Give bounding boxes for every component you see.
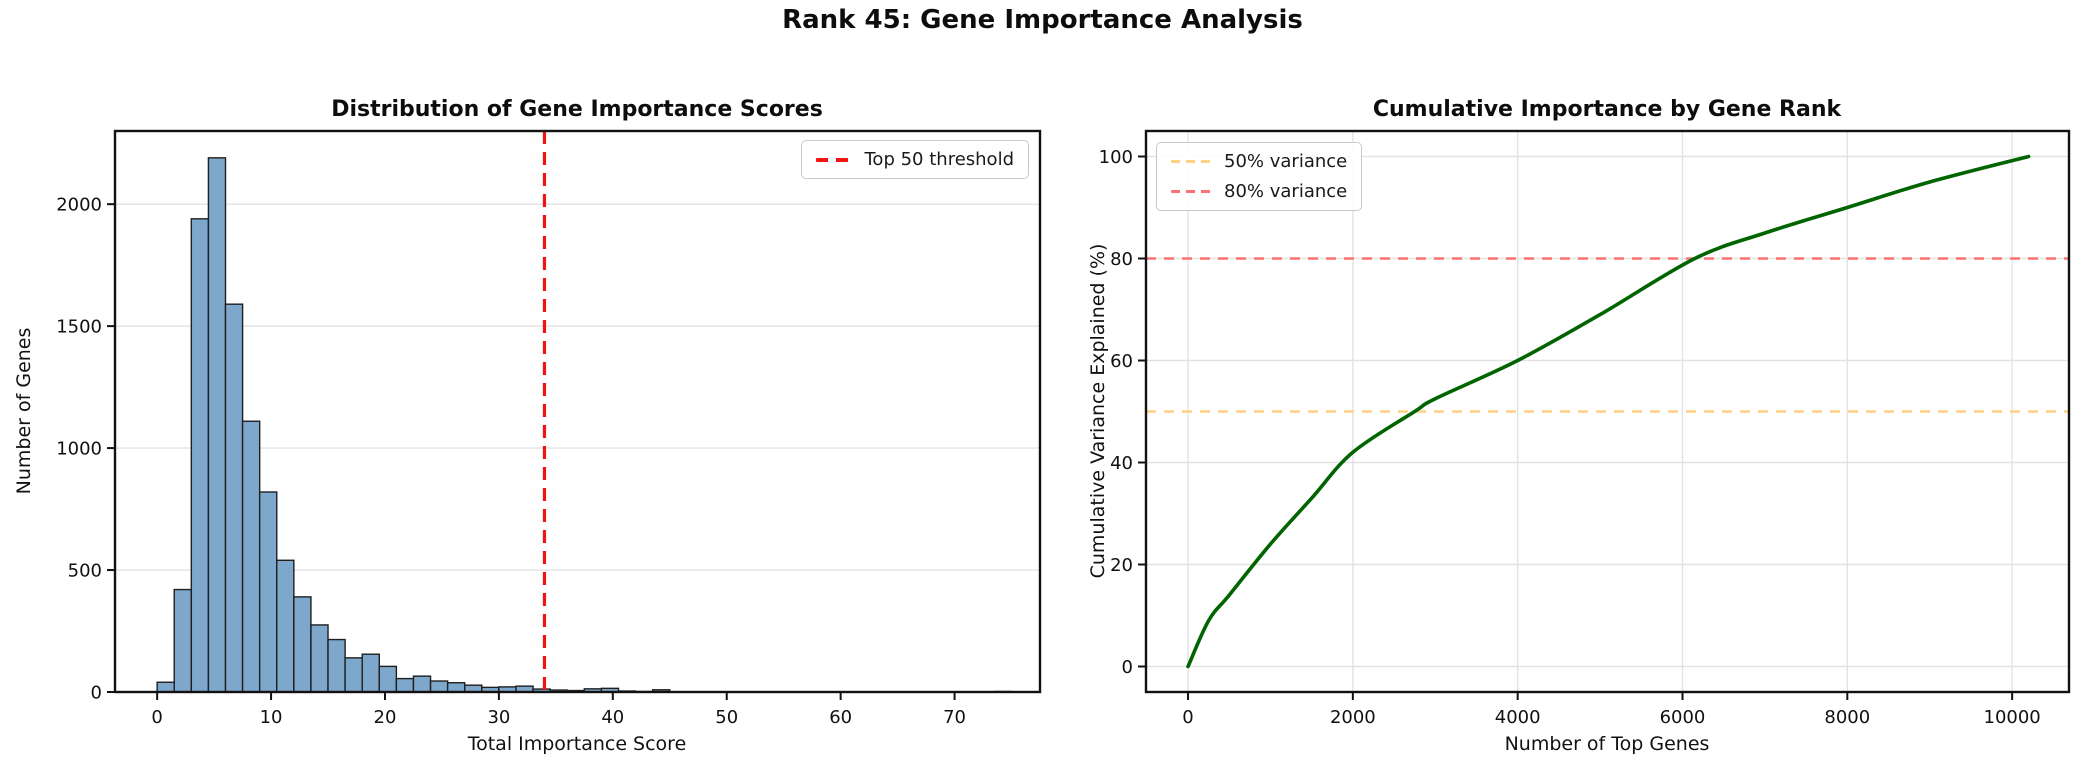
histogram-legend: Top 50 threshold — [800, 140, 1029, 179]
svg-text:20: 20 — [1110, 555, 1133, 576]
cumulative-subplot: 0 2000 4000 6000 8000 10000 0 20 40 60 80 100 Cumul… — [1087, 97, 2071, 755]
svg-text:0: 0 — [91, 683, 102, 704]
salmon-dashed-line-icon — [1171, 190, 1211, 193]
svg-text:50: 50 — [715, 707, 738, 728]
cumulative-yaxis-label: Cumulative Variance Explained (%) — [1087, 244, 1109, 579]
svg-text:0: 0 — [1122, 657, 1133, 678]
orange-dashed-line-icon — [1171, 160, 1211, 163]
legend-item-threshold: Top 50 threshold — [815, 149, 1015, 170]
figure-title: Rank 45: Gene Importance Analysis — [782, 5, 1303, 35]
svg-text:60: 60 — [1110, 351, 1133, 372]
svg-text:60: 60 — [829, 707, 852, 728]
cumulative-xaxis-label: Number of Top Genes — [1505, 733, 1710, 755]
svg-text:20: 20 — [374, 707, 397, 728]
histogram-axes: 0 10 20 30 40 50 60 70 0 500 1000 1500 2000 — [56, 129, 1042, 728]
legend-item-80-variance: 80% variance — [1171, 181, 1347, 202]
cumulative-axes: 0 2000 4000 6000 8000 10000 0 20 40 60 80 100 — [1099, 129, 2071, 728]
svg-text:2000: 2000 — [56, 195, 102, 216]
svg-text:1500: 1500 — [56, 317, 102, 338]
histogram-title: Distribution of Gene Importance Scores — [331, 97, 823, 122]
legend-label-50-variance: 50% variance — [1224, 151, 1348, 172]
cumulative-legend: 50% variance 80% variance — [1156, 142, 1363, 211]
svg-text:10: 10 — [260, 707, 283, 728]
histogram-xaxis-label: Total Importance Score — [467, 733, 687, 755]
red-dashed-line-icon — [815, 157, 852, 162]
legend-label-threshold: Top 50 threshold — [864, 149, 1015, 170]
svg-text:8000: 8000 — [1824, 707, 1870, 728]
svg-text:2000: 2000 — [1330, 707, 1376, 728]
svg-text:70: 70 — [943, 707, 966, 728]
histogram-yaxis-label: Number of Genes — [13, 328, 35, 495]
svg-text:0: 0 — [1182, 707, 1193, 728]
svg-text:100: 100 — [1099, 147, 1133, 168]
svg-text:4000: 4000 — [1495, 707, 1541, 728]
legend-label-80-variance: 80% variance — [1224, 181, 1348, 202]
svg-text:500: 500 — [68, 561, 102, 582]
svg-text:80: 80 — [1110, 249, 1133, 270]
svg-text:40: 40 — [1110, 453, 1133, 474]
svg-text:6000: 6000 — [1660, 707, 1706, 728]
cumulative-title: Cumulative Importance by Gene Rank — [1373, 97, 1843, 122]
svg-text:10000: 10000 — [1984, 707, 2041, 728]
svg-text:1000: 1000 — [56, 439, 102, 460]
svg-text:40: 40 — [601, 707, 624, 728]
svg-text:0: 0 — [151, 707, 162, 728]
histogram-subplot: 0 10 20 30 40 50 60 70 0 500 1000 1500 2000 Distribu… — [13, 97, 1042, 755]
svg-text:30: 30 — [487, 707, 510, 728]
legend-item-50-variance: 50% variance — [1171, 151, 1347, 172]
